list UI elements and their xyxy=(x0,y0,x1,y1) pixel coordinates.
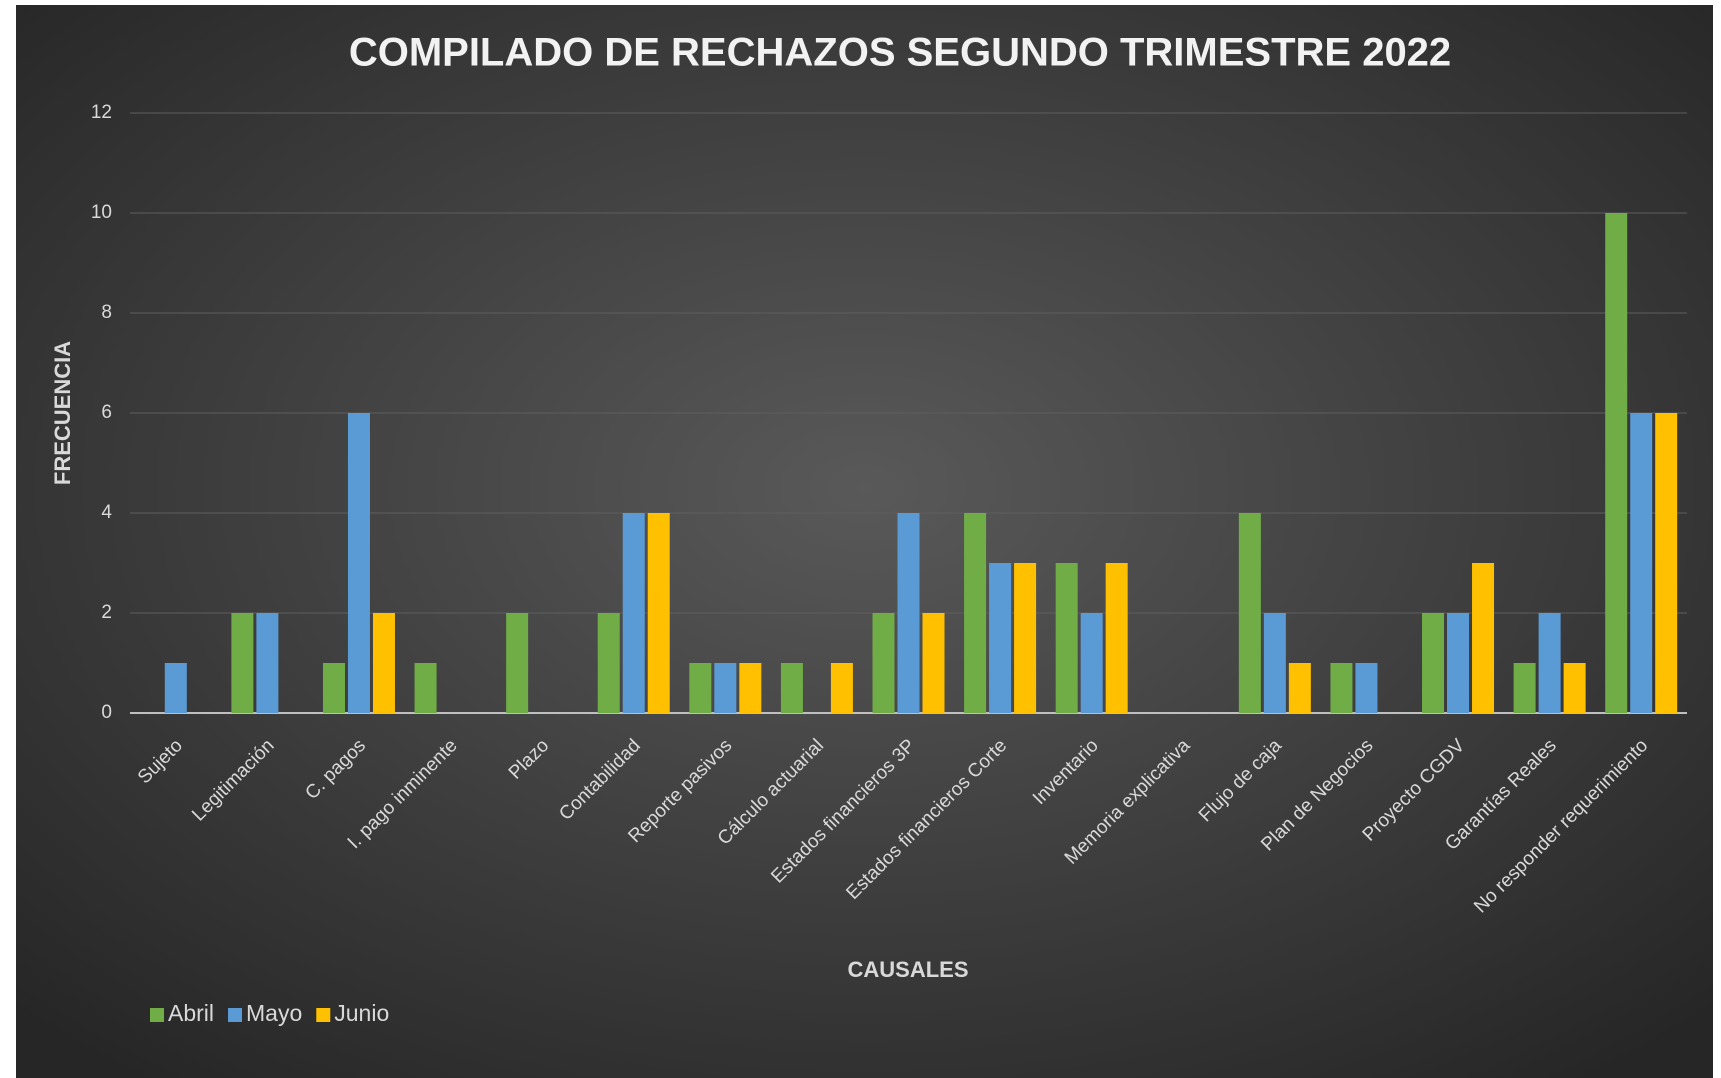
bar xyxy=(1055,563,1078,713)
bar xyxy=(372,613,395,713)
legend-swatch xyxy=(150,1008,164,1022)
bar xyxy=(164,663,187,713)
bar xyxy=(622,513,645,713)
bar xyxy=(1263,613,1286,713)
bar xyxy=(689,663,712,713)
bar xyxy=(897,513,920,713)
bar xyxy=(1538,613,1561,713)
legend-label: Abril xyxy=(168,1000,214,1026)
bar xyxy=(1014,563,1037,713)
bar xyxy=(1330,663,1353,713)
bar xyxy=(322,663,345,713)
y-tick-label: 10 xyxy=(91,202,112,223)
bar xyxy=(1105,563,1128,713)
bar xyxy=(1238,513,1261,713)
legend-label: Mayo xyxy=(246,1000,302,1026)
bar xyxy=(414,663,437,713)
bar xyxy=(1472,563,1495,713)
legend-swatch xyxy=(316,1008,331,1022)
bar xyxy=(597,613,620,713)
bar xyxy=(256,613,279,713)
legend-swatch xyxy=(228,1008,243,1022)
bar xyxy=(1605,213,1628,713)
bar xyxy=(872,613,895,713)
y-tick-label: 2 xyxy=(101,602,112,623)
bar xyxy=(1447,613,1470,713)
y-axis-label: FRECUENCIA xyxy=(50,341,75,485)
bar xyxy=(231,613,254,713)
bar xyxy=(1655,413,1678,713)
bar xyxy=(830,663,853,713)
bar xyxy=(1288,663,1311,713)
bar xyxy=(780,663,803,713)
y-tick-label: 4 xyxy=(101,502,112,523)
bar xyxy=(1080,613,1103,713)
chart-title: COMPILADO DE RECHAZOS SEGUNDO TRIMESTRE … xyxy=(349,31,1451,75)
y-tick-label: 0 xyxy=(101,702,112,723)
bar xyxy=(739,663,762,713)
y-tick-label: 12 xyxy=(91,102,112,123)
bar xyxy=(964,513,987,713)
bar xyxy=(1422,613,1445,713)
bar xyxy=(1563,663,1586,713)
bar xyxy=(714,663,737,713)
bar xyxy=(506,613,529,713)
x-axis-label: CAUSALES xyxy=(847,957,968,982)
bar xyxy=(347,413,370,713)
bar xyxy=(989,563,1012,713)
bar xyxy=(647,513,670,713)
bar xyxy=(1630,413,1653,713)
y-tick-label: 6 xyxy=(101,402,112,423)
bar xyxy=(1355,663,1378,713)
legend-label: Junio xyxy=(334,1000,389,1026)
chart-background xyxy=(16,5,1713,1078)
y-tick-label: 8 xyxy=(101,302,112,323)
bar xyxy=(1513,663,1536,713)
bar xyxy=(922,613,945,713)
